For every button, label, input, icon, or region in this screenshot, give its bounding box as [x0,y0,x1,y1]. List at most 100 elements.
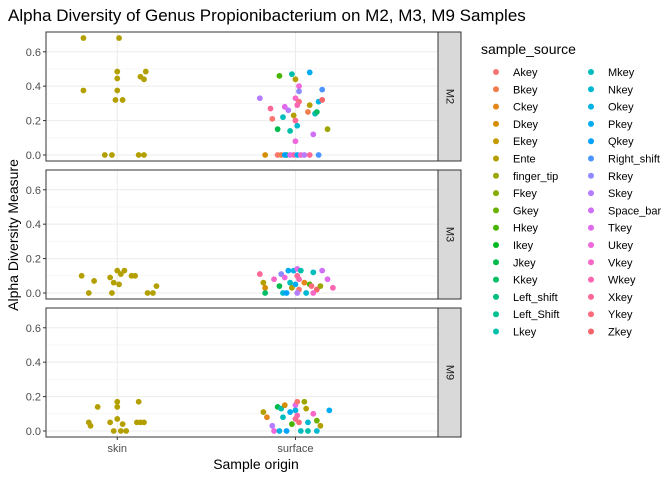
data-point [297,267,304,274]
legend-item: Nkey [588,84,634,96]
legend-label: Mkey [608,67,635,79]
data-point [301,152,308,158]
data-point [260,279,267,286]
data-point [288,71,295,78]
legend-item: Right_shift [588,154,660,166]
legend-item: Space_bar [588,205,662,217]
data-point [297,428,304,434]
legend-item: Pkey [588,119,633,131]
data-point [324,276,331,283]
legend-item: Kkey [493,275,538,287]
data-point [283,428,290,434]
data-point [274,126,281,133]
data-point [114,398,121,405]
data-point [267,105,274,112]
data-point [313,417,320,424]
data-point [292,407,299,414]
legend-key [493,190,499,197]
data-point [280,114,286,121]
legend-key [493,242,499,248]
legend-label: Bkey [513,84,538,96]
data-point [310,410,317,417]
data-point [114,68,121,75]
data-point [271,428,277,434]
data-point [262,152,269,158]
legend-label: Skey [608,188,633,200]
y-tick-label: 0.0 [26,288,41,300]
data-point [107,274,114,281]
legend-item: Left_shift [493,292,558,304]
legend-key [588,120,594,127]
legend-item: Ikey [493,240,534,252]
data-point [132,272,138,279]
data-point [292,416,299,422]
data-point [287,409,294,415]
legend-label: Space_bar [608,205,662,217]
legend-key [588,172,594,179]
data-point [292,76,299,83]
data-point [276,428,283,434]
data-point [114,267,121,274]
data-point [150,290,156,296]
data-point [117,271,124,277]
legend-item: Lkey [493,327,537,339]
panel-M2: 0.0 0.2 0.4 0.6 M2 [26,31,462,162]
data-point [271,276,277,283]
data-point [114,87,121,94]
y-tick-label: 0.4 [26,357,41,369]
data-point [256,95,263,102]
legend: Akey Bkey Ckey Dkey Ekey Ente finger_tip Fkey Gk… [493,67,662,339]
data-point [287,127,294,134]
facet-strip [437,307,462,438]
legend-key [493,293,499,300]
panel-M3: 0.0 0.2 0.4 0.6 M3 [26,169,462,300]
data-point [292,281,299,288]
data-point [288,421,295,427]
data-point [313,109,320,115]
legend-key [493,224,499,231]
data-point [141,152,147,158]
data-point [144,290,151,296]
data-point [283,290,290,296]
data-point [114,404,121,410]
y-tick-label: 0.4 [26,219,41,231]
data-point [313,286,320,293]
legend-key [493,69,499,75]
legend-key [588,276,594,283]
legend-key [588,103,594,110]
legend-key [588,293,594,300]
legend-item: Mkey [588,67,635,79]
data-point [269,422,276,429]
data-point [110,279,117,286]
data-point [262,290,269,296]
legend-item: Wkey [588,275,636,287]
legend-key [493,155,499,162]
legend-label: Akey [513,67,538,79]
data-point [303,405,310,412]
data-point [285,107,292,114]
panel-background [46,308,438,437]
data-point [276,283,283,289]
legend-item: Ykey [588,309,633,321]
legend-label: Ente [513,154,536,166]
data-point [301,279,308,286]
legend-item: Bkey [493,84,538,96]
legend-key [588,311,594,318]
data-point [281,152,288,158]
data-point [114,75,121,82]
y-tick-label: 0.2 [26,116,41,128]
data-point [306,152,313,158]
data-point [319,86,326,93]
data-point [281,103,288,110]
y-tick-label: 0.2 [26,254,41,266]
data-point [85,290,92,296]
data-point [324,126,331,133]
x-tick-label: surface [277,443,313,455]
legend-label: Ckey [513,102,539,114]
legend-item: Ente [493,154,536,166]
legend-item: Okey [588,102,634,114]
data-point [301,398,308,405]
facet-label: M9 [444,365,456,380]
legend-key [493,86,499,93]
